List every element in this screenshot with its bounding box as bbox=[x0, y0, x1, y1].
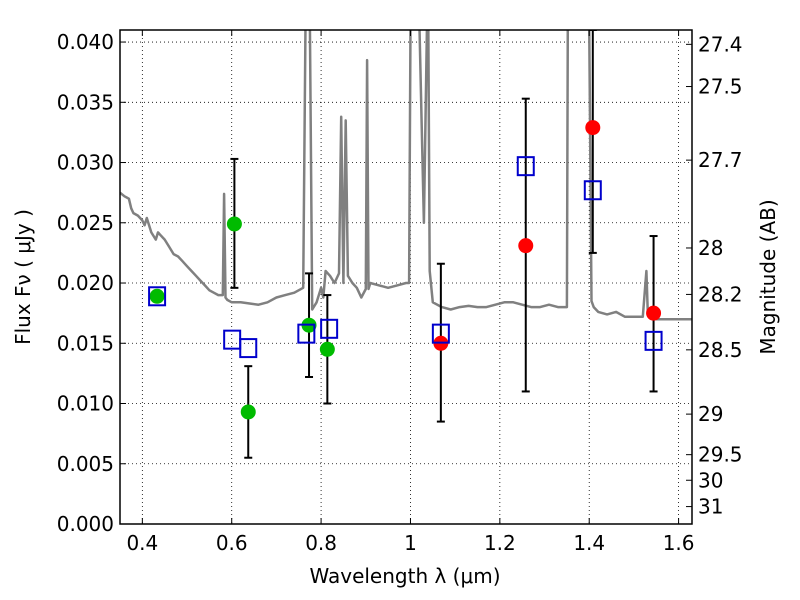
y-tick-label: 0.015 bbox=[57, 331, 114, 355]
model-point bbox=[223, 329, 242, 350]
model-point bbox=[148, 286, 167, 307]
y2-axis-label: Magnitude (AB) bbox=[756, 199, 780, 354]
plot-frame bbox=[119, 29, 693, 525]
x-axis-label: Wavelength λ (μm) bbox=[309, 564, 500, 588]
y-tick-label: 0.025 bbox=[57, 211, 114, 235]
x-tick-label: 0.4 bbox=[126, 531, 158, 555]
y-tick-label: 0.040 bbox=[57, 30, 114, 54]
y2-tick-label: 30 bbox=[698, 468, 723, 492]
y-tick-label: 0.000 bbox=[57, 512, 114, 536]
model-point bbox=[516, 156, 535, 177]
x-tick-label: 1 bbox=[404, 531, 417, 555]
y-axis-label: Flux Fν ( μJy ) bbox=[11, 209, 35, 345]
data-point bbox=[226, 216, 242, 232]
y2-tick-label: 29.5 bbox=[698, 443, 743, 467]
model-point bbox=[320, 318, 339, 339]
y-tick-label: 0.020 bbox=[57, 271, 114, 295]
data-point bbox=[518, 238, 534, 254]
data-point bbox=[585, 120, 601, 136]
y2-tick-label: 28 bbox=[698, 236, 723, 260]
y2-tick-label: 27.7 bbox=[698, 148, 743, 172]
data-point bbox=[149, 288, 165, 304]
y2-tick-label: 28.2 bbox=[698, 282, 743, 306]
x-tick-label: 0.6 bbox=[216, 531, 248, 555]
model-point bbox=[431, 323, 450, 344]
x-tick-label: 1.2 bbox=[484, 531, 516, 555]
model-point bbox=[239, 338, 258, 359]
y-tick-label: 0.010 bbox=[57, 392, 114, 416]
x-tick-label: 1.4 bbox=[573, 531, 605, 555]
y-tick-label: 0.005 bbox=[57, 452, 114, 476]
x-tick-label: 0.8 bbox=[305, 531, 337, 555]
y2-tick-label: 31 bbox=[698, 495, 723, 519]
model-point bbox=[297, 323, 316, 344]
data-point bbox=[240, 404, 256, 420]
model-spectrum bbox=[120, 30, 692, 321]
model-point bbox=[644, 330, 663, 351]
plot-area bbox=[120, 30, 692, 459]
data-point bbox=[646, 305, 662, 321]
grid bbox=[120, 30, 692, 525]
y2-tick-label: 27.5 bbox=[698, 75, 743, 99]
x-tick-label: 1.6 bbox=[663, 531, 695, 555]
axes: 0.4 0.6 0.8 1 1.2 1.4 1.6 0.000 0.005 0.010 0.015 0… bbox=[57, 29, 743, 555]
y-tick-label: 0.035 bbox=[57, 90, 114, 114]
model-point bbox=[583, 180, 602, 201]
y2-tick-label: 27.4 bbox=[698, 32, 743, 56]
y2-tick-label: 29 bbox=[698, 402, 723, 426]
y-tick-label: 0.030 bbox=[57, 151, 114, 175]
y2-tick-label: 28.5 bbox=[698, 338, 743, 362]
data-point bbox=[319, 341, 335, 357]
